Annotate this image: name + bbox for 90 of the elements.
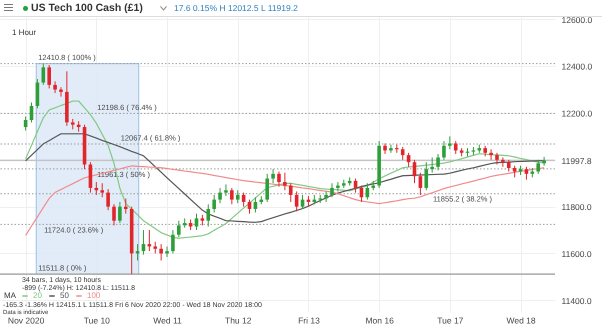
candlestick	[448, 136, 452, 150]
x-tick-label: Wed 11	[153, 316, 182, 326]
candlestick	[153, 241, 158, 254]
candlestick	[424, 162, 428, 191]
x-tick-label: Fri 13	[298, 316, 320, 326]
candlestick	[330, 182, 334, 198]
x-tick-label: Thu 12	[224, 316, 252, 326]
candlestick	[24, 116, 28, 132]
candlestick	[88, 162, 92, 194]
legend-title: MA	[4, 291, 17, 300]
candlestick	[300, 194, 304, 210]
candlestick	[236, 190, 240, 204]
candlestick	[306, 196, 310, 208]
candlestick	[76, 120, 80, 132]
chart-title: US Tech 100 Cash (£1)	[31, 2, 143, 14]
candlestick	[171, 230, 175, 254]
x-tick-label: Nov 2020	[8, 316, 45, 326]
candlestick	[530, 168, 534, 178]
y-tick-label: 12400.0	[562, 62, 592, 72]
x-tick-label: Mon 16	[365, 316, 394, 326]
candlestick	[94, 182, 98, 196]
candlestick	[206, 204, 210, 228]
candlestick	[177, 220, 181, 238]
candlestick	[524, 166, 528, 180]
candlestick	[41, 63, 46, 86]
candlestick	[218, 187, 222, 204]
candlestick	[112, 204, 116, 226]
y-tick-label: 11400.0	[562, 296, 592, 306]
line-series	[25, 133, 545, 223]
candlestick	[47, 64, 51, 89]
candlestick	[194, 213, 198, 231]
candlestick	[454, 140, 458, 154]
x-tick-label: Tue 17	[437, 316, 464, 326]
candlestick	[383, 142, 387, 154]
candlestick	[324, 190, 328, 202]
candlestick	[506, 159, 511, 172]
candlestick	[483, 145, 487, 157]
candlestick	[288, 182, 293, 202]
candlestick	[136, 244, 140, 261]
candlestick	[271, 168, 275, 184]
legend-label: 100	[87, 291, 101, 300]
candlestick	[118, 201, 122, 224]
candlestick	[212, 194, 216, 213]
candlestick	[165, 246, 169, 258]
candlestick	[536, 159, 540, 174]
candlestick	[312, 194, 316, 205]
x-tick-label: Wed 18	[506, 316, 536, 326]
candlestick	[30, 102, 34, 123]
candlestick	[142, 230, 146, 256]
candlestick	[406, 152, 410, 168]
candlestick	[371, 180, 376, 191]
candlestick	[336, 182, 340, 192]
candlestick	[36, 78, 40, 109]
candlestick	[53, 80, 57, 94]
candlestick	[412, 159, 416, 184]
y-tick-label: 11800.0	[562, 202, 592, 212]
x-tick-label: Tue 10	[84, 316, 110, 326]
y-tick-label: 11997.8	[562, 156, 592, 166]
candlestick	[277, 171, 281, 188]
candlestick	[159, 244, 163, 261]
y-tick-label: 12600.0	[562, 14, 592, 25]
candlestick	[188, 219, 192, 231]
candlestick	[418, 172, 422, 196]
candlestick	[265, 173, 269, 202]
candlestick	[148, 230, 152, 252]
candlestick	[230, 187, 234, 205]
candlestick	[59, 86, 63, 98]
candlestick	[400, 146, 405, 160]
y-tick-label: 11600.0	[562, 248, 592, 259]
candlestick	[495, 152, 499, 165]
candlestick	[283, 172, 287, 191]
candlestick	[360, 185, 364, 202]
candlestick	[518, 165, 522, 176]
candlestick	[242, 192, 246, 208]
legend-label: 50	[60, 291, 70, 300]
candlestick	[512, 165, 516, 178]
text: 17.6 0.15% H 12012.5 L 11919.2	[174, 3, 298, 13]
candlestick	[248, 199, 252, 214]
candlestick	[124, 198, 128, 214]
candlestick	[182, 218, 187, 228]
text: 1 Hour	[12, 28, 36, 37]
y-tick-label: 12200.0	[562, 108, 592, 118]
candlestick	[294, 190, 298, 212]
candlestick	[436, 153, 440, 171]
candlestick	[442, 140, 446, 160]
candlestick	[106, 188, 110, 211]
candlestick	[254, 196, 258, 213]
candlestick	[366, 182, 370, 200]
legend-label: 20	[33, 291, 42, 300]
candlestick	[354, 178, 358, 194]
